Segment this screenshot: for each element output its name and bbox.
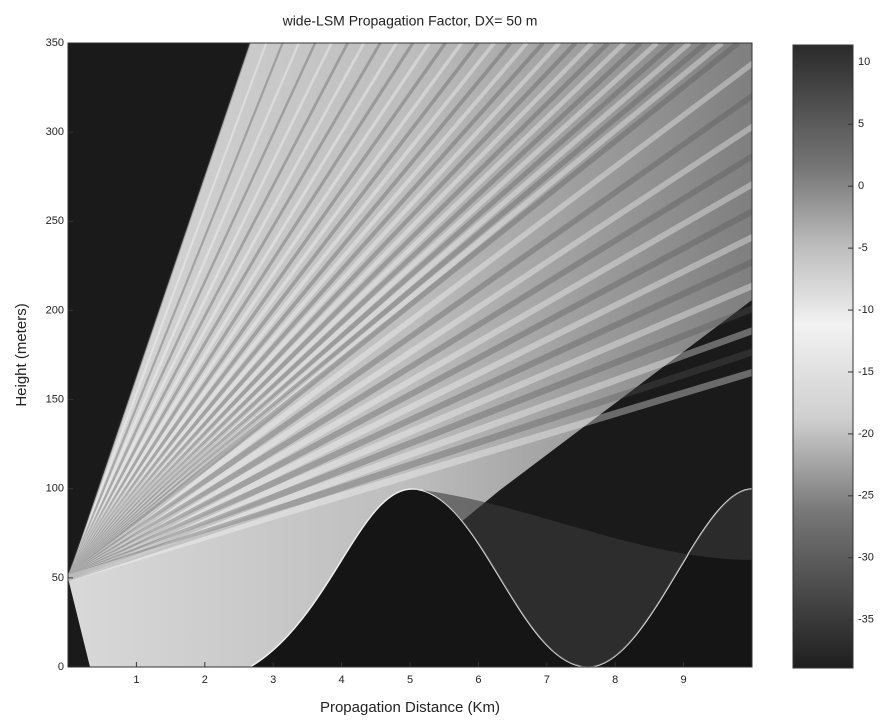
x-tick-label: 9: [681, 674, 687, 686]
chart-title: wide-LSM Propagation Factor, DX= 50 m: [282, 13, 538, 29]
colorbar-tick-label: 10: [858, 56, 870, 68]
x-tick-label: 4: [339, 674, 345, 686]
y-tick-label: 50: [52, 572, 64, 584]
x-axis-label: Propagation Distance (Km): [320, 699, 500, 716]
field: [68, 43, 888, 667]
colorbar-tick-label: -5: [858, 242, 868, 254]
colorbar-tick-label: -30: [858, 552, 874, 564]
chart: wide-LSM Propagation Factor, DX= 50 m Pr…: [0, 0, 888, 721]
x-tick-label: 2: [202, 674, 208, 686]
colorbar-tick-label: -15: [858, 366, 874, 378]
colorbar: [793, 45, 853, 668]
y-tick-label: 300: [46, 126, 64, 138]
x-tick-label: 7: [544, 674, 550, 686]
y-tick-label: 200: [46, 304, 64, 316]
colorbar-tick-label: -20: [858, 428, 874, 440]
y-tick-label: 250: [46, 215, 64, 227]
y-axis-label: Height (meters): [13, 303, 30, 406]
colorbar-tick-label: -10: [858, 304, 874, 316]
y-tick-label: 350: [46, 37, 64, 49]
y-tick-label: 100: [46, 483, 64, 495]
x-tick-label: 5: [407, 674, 413, 686]
x-tick-label: 1: [133, 674, 139, 686]
colorbar-tick-label: 0: [858, 180, 864, 192]
colorbar-tick-label: -35: [858, 614, 874, 626]
y-tick-label: 150: [46, 393, 64, 405]
y-tick-label: 0: [58, 661, 64, 673]
x-tick-label: 3: [270, 674, 276, 686]
x-tick-label: 8: [612, 674, 618, 686]
x-tick-label: 6: [475, 674, 481, 686]
colorbar-tick-label: -25: [858, 490, 874, 502]
colorbar-tick-label: 5: [858, 118, 864, 130]
